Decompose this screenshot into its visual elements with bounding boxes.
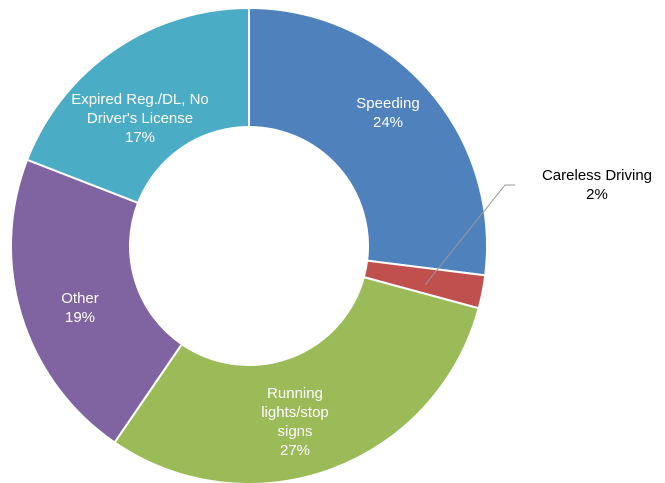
slice-label: Speeding 24% [328,94,448,132]
category-name: Other [61,290,99,307]
slice-label: Expired Reg./DL, No Driver's License 17% [55,90,225,147]
category-name: Speeding [356,95,420,112]
value-label: 2% [586,186,608,203]
value-label: 17% [124,129,156,146]
donut-slice [248,6,488,277]
value-label: 27% [279,442,311,459]
donut-slice [10,158,184,444]
category-name: Careless Driving [541,167,653,184]
category-name: Expired Reg./DL, No Driver's License [71,91,209,127]
leader-line [424,184,515,286]
slice-label: Careless Driving 2% [522,166,665,204]
donut-slice [25,6,250,205]
slice-label: Other 19% [40,289,120,327]
donut-slice [113,275,480,483]
value-label: 19% [64,309,96,326]
slice-label: Running lights/stop signs 27% [245,384,345,460]
value-label: 24% [372,114,404,131]
category-name: Running lights/stop signs [261,385,329,440]
